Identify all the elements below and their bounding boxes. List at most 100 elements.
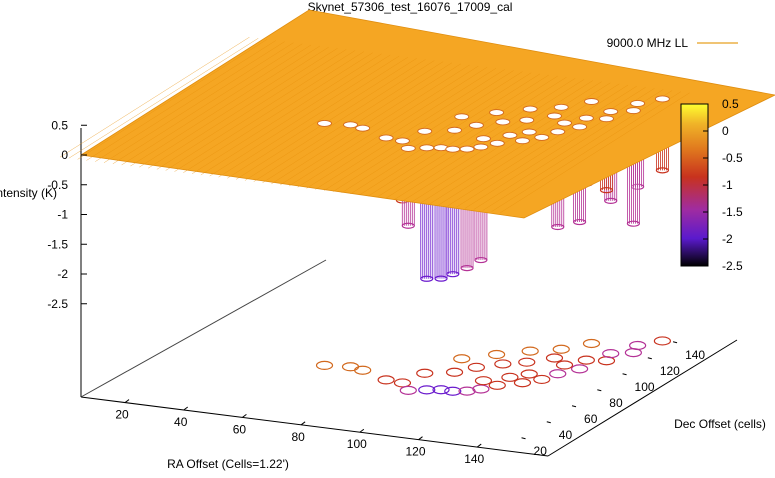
mesh-line bbox=[112, 43, 303, 164]
dip-opening bbox=[534, 133, 550, 141]
dip-opening bbox=[355, 124, 371, 132]
contour-ring bbox=[494, 359, 512, 369]
dip-opening bbox=[515, 137, 530, 145]
dip-opening bbox=[550, 128, 566, 136]
dip-opening bbox=[578, 114, 594, 122]
mesh-line bbox=[271, 63, 461, 185]
dip-bottom bbox=[655, 167, 670, 174]
contour-ring bbox=[518, 357, 536, 367]
mesh-line bbox=[95, 41, 285, 162]
y-axis-label: Dec Offset (cells) bbox=[674, 417, 766, 431]
mesh-line bbox=[165, 50, 356, 171]
dip-opening bbox=[584, 98, 599, 105]
mesh-line bbox=[262, 62, 453, 183]
colorbar-tick-label: 0.5 bbox=[722, 97, 739, 111]
mesh-line bbox=[191, 53, 382, 174]
contour-ring bbox=[432, 385, 450, 395]
x-tick-label: 20 bbox=[115, 408, 129, 422]
mesh-line bbox=[341, 72, 532, 193]
dip-opening bbox=[395, 137, 410, 145]
dip-opening bbox=[417, 127, 433, 135]
z-tick-label: -0.5 bbox=[47, 178, 68, 192]
dip-opening bbox=[447, 126, 462, 134]
dip-opening bbox=[557, 119, 572, 127]
dip-opening bbox=[495, 118, 511, 126]
z-tick-label: 0 bbox=[61, 148, 68, 162]
dip-bottom bbox=[420, 275, 434, 282]
dip-bottom bbox=[474, 256, 488, 264]
mesh-line bbox=[456, 87, 646, 208]
contour-ring bbox=[393, 378, 412, 388]
contour-ring bbox=[555, 360, 574, 370]
dip-opening bbox=[603, 108, 619, 116]
contour-ring bbox=[570, 364, 589, 374]
legend: 9000.0 MHz LL bbox=[607, 36, 738, 50]
mesh-line bbox=[183, 52, 373, 173]
mesh-line bbox=[500, 92, 690, 213]
mesh-line bbox=[218, 57, 409, 178]
x-tick-label: 120 bbox=[406, 445, 426, 459]
contour-ring bbox=[354, 365, 372, 375]
y-tick-label: 80 bbox=[609, 396, 623, 410]
y-tick-mark bbox=[672, 341, 678, 344]
contour-ring bbox=[488, 380, 506, 390]
x-axis-ticks: 20 40 60 80 100 120 140 bbox=[115, 399, 485, 466]
x-tick-mark bbox=[359, 428, 365, 433]
mesh-line bbox=[280, 64, 470, 186]
mesh-line bbox=[297, 67, 488, 188]
contour-ring bbox=[444, 386, 462, 396]
colorbar-tick-label: -1 bbox=[722, 178, 733, 192]
y-tick-label: 140 bbox=[685, 348, 705, 362]
colorbar: 0.5 0 -0.5 -1 -1.5 -2 -2.5 bbox=[680, 97, 743, 273]
x-tick-mark bbox=[183, 406, 189, 411]
mesh-line bbox=[103, 42, 294, 163]
surface-mesh bbox=[59, 36, 690, 213]
dip-opening bbox=[489, 109, 505, 116]
x-tick-mark bbox=[418, 436, 423, 441]
y-tick-mark bbox=[647, 357, 652, 360]
dip-opening bbox=[454, 113, 470, 121]
dip-opening bbox=[547, 112, 562, 120]
contour-ring bbox=[582, 338, 601, 349]
dip-opening bbox=[445, 145, 461, 153]
mesh-line bbox=[350, 73, 541, 195]
x-tick-mark bbox=[242, 414, 247, 418]
contour-ring bbox=[513, 378, 532, 388]
mesh-line bbox=[156, 49, 347, 170]
contour-ring bbox=[472, 384, 490, 394]
chart-title: Skynet_57306_test_16076_17009_cal bbox=[308, 0, 513, 14]
dip-opening bbox=[468, 121, 484, 129]
contour-ring bbox=[377, 375, 395, 385]
contour-ring bbox=[501, 372, 519, 382]
mesh-line bbox=[174, 51, 365, 172]
colorbar-tick-label: 0 bbox=[722, 124, 729, 138]
dip-opening bbox=[476, 135, 491, 143]
contour-ring bbox=[521, 346, 539, 356]
y-tick-mark bbox=[521, 437, 526, 440]
y-tick-label: 20 bbox=[534, 444, 548, 458]
mesh-line bbox=[227, 58, 417, 179]
y-tick-mark bbox=[622, 373, 627, 376]
contour-ring bbox=[488, 349, 506, 360]
z-tick-label: -1.5 bbox=[47, 237, 68, 251]
mesh-line bbox=[376, 77, 567, 198]
mesh-line bbox=[420, 82, 611, 203]
y-tick-label: 100 bbox=[635, 380, 655, 394]
mesh-line bbox=[121, 44, 312, 166]
y-axis-ticks: 20 40 60 80 100 120 140 bbox=[521, 341, 705, 458]
z-tick-label: 0.5 bbox=[51, 118, 68, 132]
colorbar-tick-label: -1.5 bbox=[722, 205, 743, 219]
contour-ring bbox=[545, 353, 564, 363]
contour-ring bbox=[577, 355, 595, 365]
dip-opening bbox=[473, 143, 489, 151]
mesh-line bbox=[368, 75, 558, 197]
contour-ring bbox=[653, 336, 672, 346]
mesh-line bbox=[209, 55, 400, 177]
mesh-line bbox=[412, 81, 602, 202]
mesh-line bbox=[306, 68, 497, 189]
dip-opening bbox=[419, 144, 435, 152]
dip-bottom bbox=[626, 220, 640, 227]
dip-opening bbox=[553, 103, 569, 111]
dip-opening bbox=[654, 95, 670, 103]
base-frame bbox=[80, 259, 738, 457]
